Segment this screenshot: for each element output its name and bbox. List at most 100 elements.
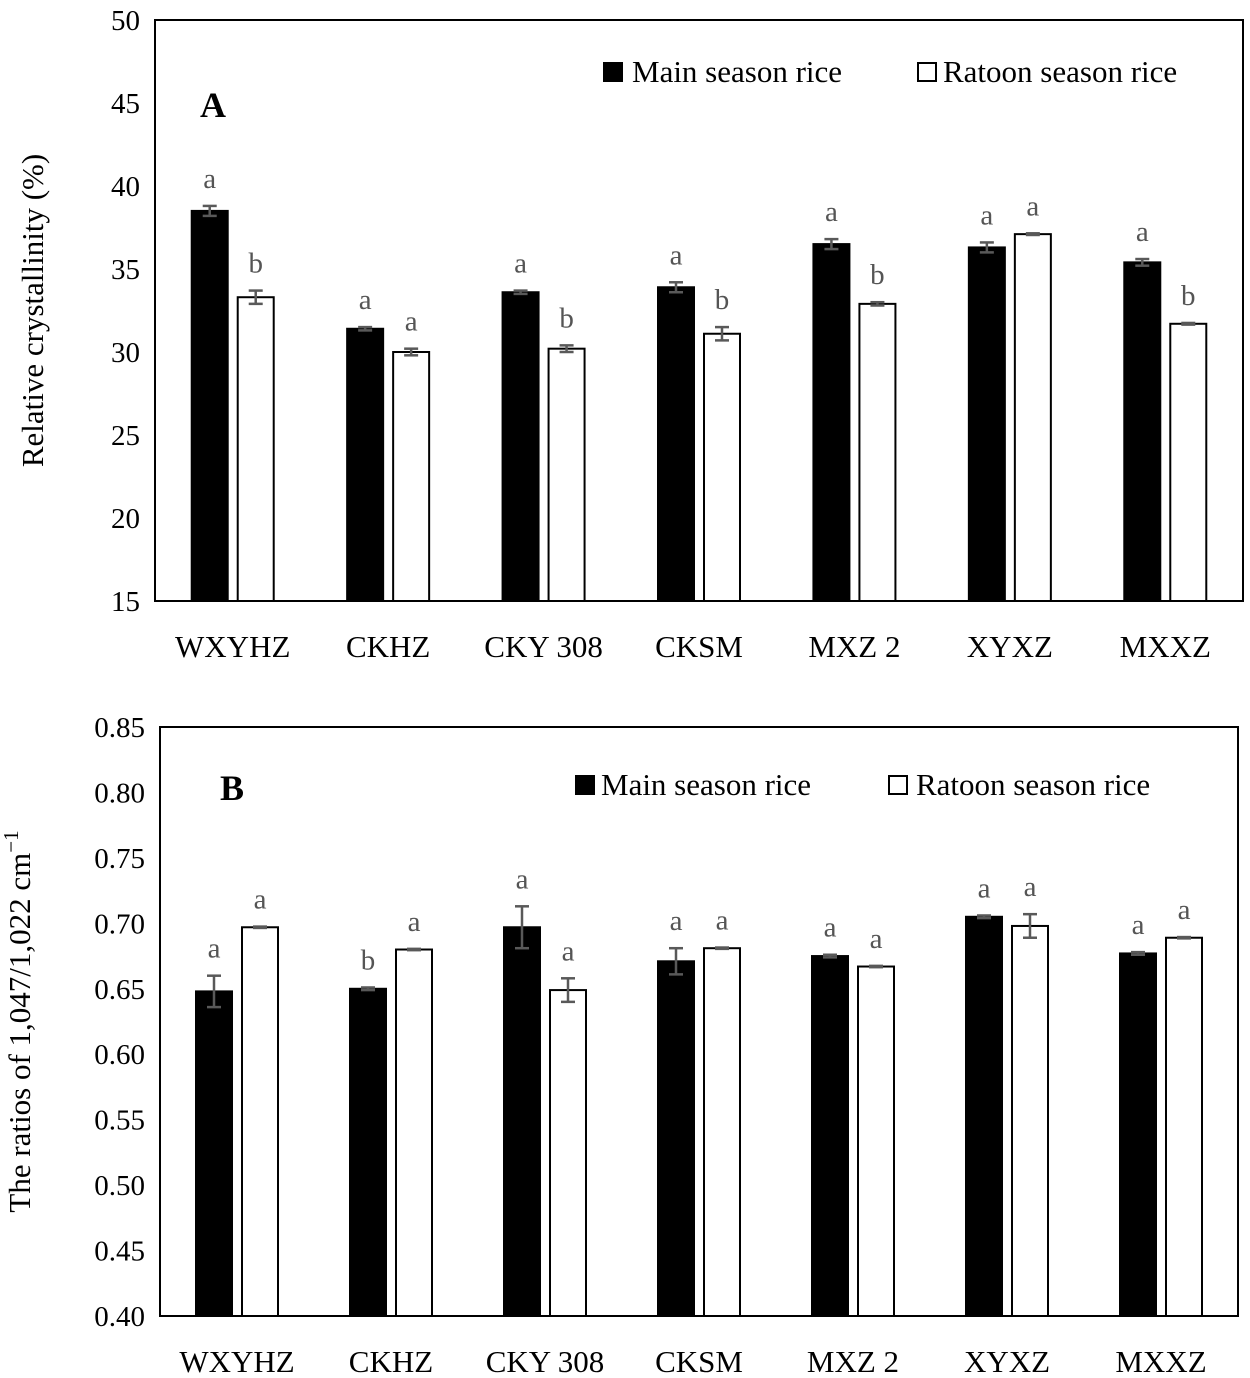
ratoon-season-bar (857, 965, 895, 1317)
significance-letter: b (361, 944, 376, 976)
ratoon-season-bar (395, 948, 433, 1317)
main-season-bar (811, 955, 849, 1317)
legend-swatch-main (603, 62, 623, 82)
main-season-bar (967, 246, 1006, 602)
x-category-label: CKY 308 (484, 629, 603, 664)
plot-frame (154, 19, 1244, 602)
ratoon-season-bar (547, 347, 586, 602)
chart-panel-a: 15 20 25 30 35 40 45 50 Relative crystallinity (… (15, 5, 1244, 664)
x-category-label: MXZ 2 (807, 1344, 899, 1378)
y-axis-title: The ratios of 1,047/1,022 cm−1 (0, 830, 37, 1212)
significance-letter: b (870, 259, 885, 291)
y-tick-label: 50 (111, 5, 140, 37)
y-tick-label: 35 (111, 254, 140, 286)
y-tick-label: 25 (111, 420, 140, 452)
significance-letter: a (980, 199, 993, 231)
ratoon-season-bar (241, 926, 279, 1317)
x-category-label: MXXZ (1115, 1344, 1206, 1378)
ratoon-season-bar (1011, 924, 1049, 1317)
panel-letter: B (220, 768, 244, 808)
main-season-bar (657, 286, 695, 602)
main-season-bar (346, 327, 385, 602)
significance-letter: b (715, 284, 730, 316)
significance-letter: a (562, 935, 575, 967)
significance-letter: b (248, 248, 263, 280)
significance-letter: a (1026, 190, 1039, 222)
legend-swatch-ratoon (888, 775, 908, 795)
legend-label-ratoon: Ratoon season rice (943, 54, 1177, 89)
x-category-label: CKHZ (346, 629, 430, 664)
main-season-bar (503, 926, 541, 1317)
y-tick-label: 0.60 (94, 1039, 145, 1071)
ratoon-season-bar (1165, 936, 1203, 1318)
y-tick-label: 0.70 (94, 908, 145, 940)
y-tick-label: 0.75 (94, 843, 145, 875)
main-season-bar (501, 291, 540, 602)
y-axis-title: Relative crystallinity (%) (15, 154, 50, 467)
legend: Main season rice Ratoon season rice (575, 767, 1150, 802)
y-tick-label: 0.50 (94, 1170, 145, 1202)
significance-letter: a (408, 906, 421, 938)
main-season-bar (349, 987, 387, 1317)
ratoon-season-bar (703, 332, 741, 602)
significance-letter: a (1024, 871, 1037, 903)
main-season-bar (195, 990, 233, 1317)
significance-letter: a (208, 933, 221, 965)
significance-letter: a (670, 905, 683, 937)
significance-letter: a (203, 163, 216, 195)
significance-letter: a (870, 923, 883, 955)
x-category-label: MXZ 2 (808, 629, 900, 664)
significance-letter: a (1132, 909, 1145, 941)
significance-letter: a (405, 306, 418, 338)
main-season-bar (812, 243, 851, 602)
significance-letter: a (514, 248, 527, 280)
significance-letter: a (254, 884, 267, 916)
significance-letter: a (978, 872, 991, 904)
y-tick-label: 45 (111, 88, 140, 120)
ratoon-season-bar (236, 296, 275, 602)
significance-letter: a (1136, 216, 1149, 248)
main-season-bar (657, 960, 695, 1318)
y-tick-label: 0.65 (94, 974, 145, 1006)
ratoon-season-bar (1013, 233, 1052, 602)
significance-letter: b (559, 302, 574, 334)
y-tick-label: 0.40 (94, 1301, 145, 1333)
legend-label-main: Main season rice (601, 767, 811, 802)
ratoon-season-bar (549, 989, 587, 1317)
x-category-label: CKHZ (349, 1344, 433, 1378)
y-tick-label: 0.80 (94, 777, 145, 809)
x-category-label: WXYHZ (179, 1344, 294, 1378)
y-tick-label: 0.45 (94, 1236, 145, 1268)
x-category-label: XYXZ (964, 1344, 1050, 1378)
legend-swatch-main (575, 775, 595, 795)
main-season-bar (190, 209, 229, 602)
significance-letter: b (1181, 280, 1196, 312)
ratoon-season-bar (858, 302, 897, 602)
significance-letter: a (670, 239, 683, 271)
x-category-label: XYXZ (967, 629, 1053, 664)
significance-letter: a (824, 912, 837, 944)
significance-letter: a (716, 905, 729, 937)
plot-frame (159, 726, 1239, 1317)
panel-letter: A (200, 85, 226, 125)
y-tick-label: 0.85 (94, 712, 145, 744)
y-tick-label: 40 (111, 171, 140, 203)
significance-letter: a (516, 863, 529, 895)
legend-label-ratoon: Ratoon season rice (916, 767, 1150, 802)
x-category-label: CKY 308 (486, 1344, 605, 1378)
y-tick-label: 15 (111, 586, 140, 618)
x-category-label: MXXZ (1120, 629, 1211, 664)
ratoon-season-bar (392, 351, 431, 602)
ratoon-season-bar (703, 947, 741, 1317)
legend-swatch-ratoon (917, 62, 937, 82)
legend: Main season rice Ratoon season rice (603, 54, 1177, 89)
significance-letter: a (1178, 894, 1191, 926)
y-tick-label: 20 (111, 503, 140, 535)
x-category-label: WXYHZ (175, 629, 290, 664)
main-season-bar (1123, 261, 1162, 602)
chart-panel-b: 0.40 0.45 0.50 0.55 0.60 0.65 0.70 0.75 0.80 0.85… (0, 712, 1239, 1378)
x-category-label: CKSM (655, 629, 743, 664)
main-season-bar (1119, 952, 1157, 1318)
significance-letter: a (825, 196, 838, 228)
